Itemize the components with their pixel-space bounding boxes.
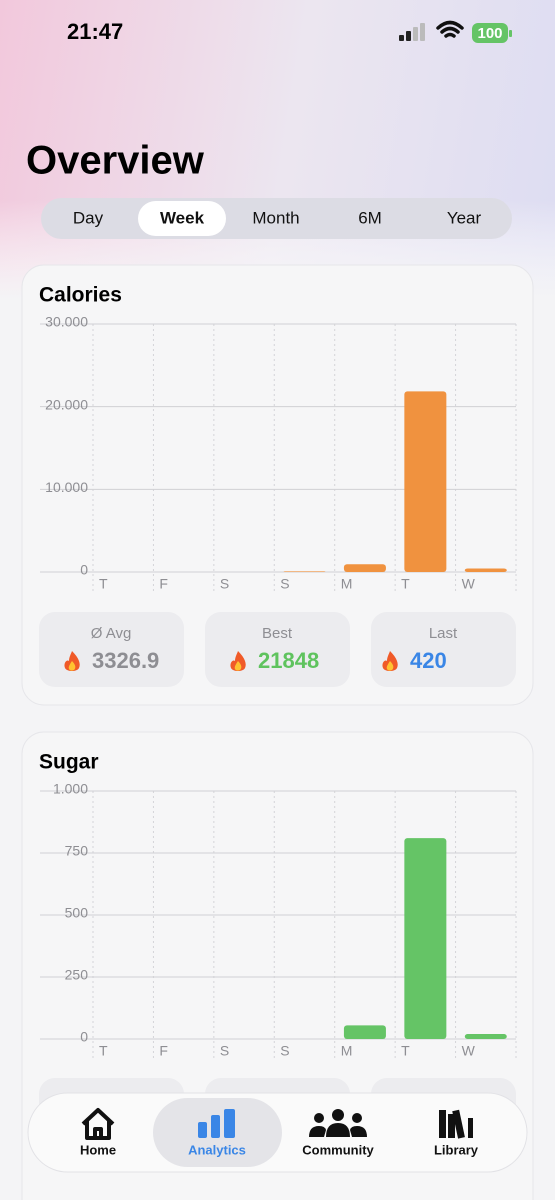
- x-tick-label: S: [280, 1043, 289, 1059]
- battery: [472, 23, 508, 43]
- x-tick-label: T: [99, 1043, 108, 1059]
- battery-cap: [509, 30, 512, 37]
- nav-label[interactable]: Community: [302, 1142, 374, 1157]
- x-tick-label: T: [401, 576, 410, 592]
- bar: [283, 571, 326, 572]
- y-tick-label: 250: [65, 967, 89, 983]
- y-tick-label: 20.000: [45, 396, 88, 412]
- icon-library[interactable]: [439, 1109, 473, 1139]
- status-time: 21:47: [67, 19, 123, 44]
- nav-label[interactable]: Library: [434, 1142, 479, 1157]
- icon-analytics[interactable]: [198, 1109, 235, 1138]
- chart-title: Calories: [39, 284, 122, 307]
- battery-level: 100: [477, 25, 502, 42]
- stat-box: [371, 612, 516, 687]
- chart-title: Sugar: [39, 751, 99, 774]
- y-tick-label: 10.000: [45, 479, 88, 495]
- y-tick-label: 0: [80, 562, 88, 578]
- bar: [464, 568, 507, 572]
- wifi: [436, 20, 464, 38]
- x-tick-label: M: [341, 1043, 353, 1059]
- tab[interactable]: Year: [447, 208, 482, 227]
- tab[interactable]: Day: [73, 208, 104, 227]
- stat-value: 420: [410, 648, 447, 673]
- x-tick-label: M: [341, 576, 353, 592]
- y-tick-label: 750: [65, 843, 89, 859]
- card: [21, 264, 534, 706]
- y-tick-label: 0: [80, 1029, 88, 1045]
- x-tick-label: F: [159, 1043, 168, 1059]
- stat-label: Best: [262, 625, 293, 642]
- bar: [343, 1025, 386, 1039]
- bar: [404, 391, 447, 572]
- y-tick-label: 30.000: [45, 314, 88, 330]
- x-tick-label: T: [401, 1043, 410, 1059]
- x-tick-label: S: [280, 576, 289, 592]
- stat-label: Ø Avg: [91, 625, 132, 642]
- nav-label[interactable]: Analytics: [188, 1142, 246, 1157]
- tab[interactable]: Month: [252, 208, 299, 227]
- x-tick-label: W: [462, 1043, 476, 1059]
- y-tick-label: 1.000: [53, 781, 88, 797]
- x-tick-label: F: [159, 576, 168, 592]
- stat-label: Last: [429, 625, 458, 642]
- bar: [343, 564, 386, 572]
- x-tick-label: T: [99, 576, 108, 592]
- page-title: Overview: [26, 139, 205, 183]
- stat-value: 3326.9: [92, 648, 159, 673]
- tab[interactable]: Week: [160, 208, 205, 227]
- y-tick-label: 500: [65, 905, 89, 921]
- x-tick-label: S: [220, 1043, 229, 1059]
- icon-community[interactable]: [309, 1109, 367, 1137]
- bar: [464, 1034, 507, 1039]
- x-tick-label: W: [462, 576, 476, 592]
- tab[interactable]: 6M: [358, 208, 382, 227]
- nav-label[interactable]: Home: [80, 1142, 116, 1157]
- signal: [399, 23, 425, 41]
- icon-home[interactable]: [81, 1108, 115, 1140]
- tab-selected: [138, 201, 226, 236]
- x-tick-label: S: [220, 576, 229, 592]
- stat-value: 21848: [258, 648, 319, 673]
- bar: [404, 838, 447, 1039]
